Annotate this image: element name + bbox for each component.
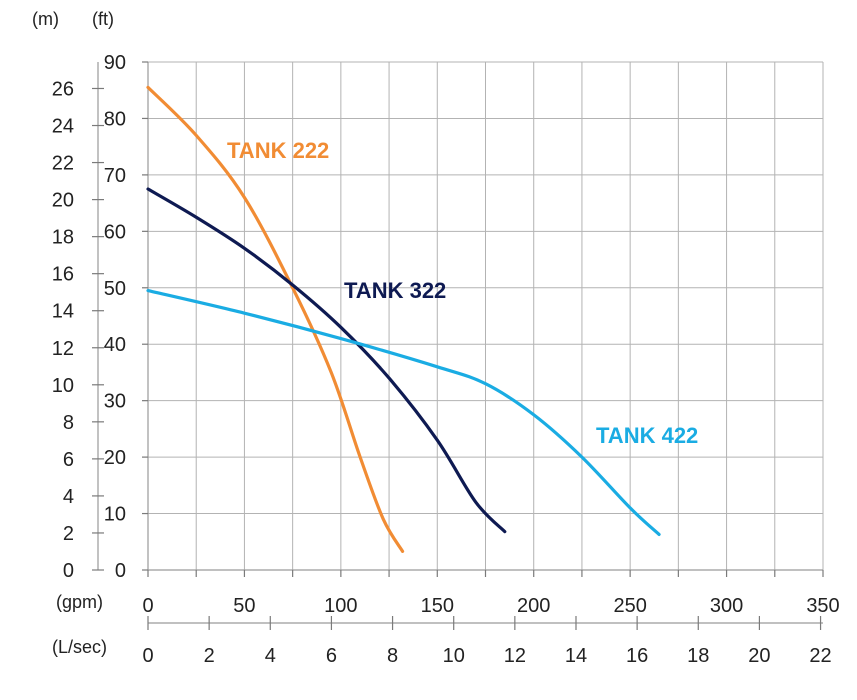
- y-tick-label-feet: 0: [115, 560, 126, 582]
- x-tick-label-lsec: 8: [387, 645, 398, 667]
- x-tick-label-gpm: 100: [324, 595, 357, 617]
- x-tick-label-gpm: 150: [421, 595, 454, 617]
- y-tick-label-feet: 80: [104, 108, 126, 130]
- y-tick-label-meters: 26: [52, 78, 74, 100]
- x-tick-label-lsec: 4: [265, 645, 276, 667]
- x-tick-label-lsec: 0: [142, 645, 153, 667]
- lsec-unit-label: (L/sec): [52, 637, 107, 657]
- series-line-tank-422: [146, 289, 661, 537]
- series-lines: [146, 85, 661, 553]
- x-tick-label-lsec: 16: [626, 645, 648, 667]
- y-tick-label-meters: 12: [52, 338, 74, 360]
- y-tick-label-feet: 70: [104, 165, 126, 187]
- y-tick-label-meters: 20: [52, 190, 74, 212]
- series-label-tank-422: TANK 422: [596, 423, 698, 448]
- feet-unit-label: (ft): [92, 9, 114, 29]
- y-tick-label-meters: 22: [52, 153, 74, 175]
- y-tick-label-meters: 16: [52, 264, 74, 286]
- y-axis-feet-ticks: 0 10 20 30 40 50 60 70 80 90: [104, 52, 148, 582]
- x-tick-label-gpm: 350: [806, 595, 839, 617]
- y-tick-label-meters: 14: [52, 301, 74, 323]
- y-tick-label-meters: 10: [52, 375, 74, 397]
- y-tick-label-meters: 2: [63, 523, 74, 545]
- x-tick-label-lsec: 22: [809, 645, 831, 667]
- y-tick-label-meters: 0: [63, 560, 74, 582]
- x-axis-lsec-ticks: 0 2 4 6 8 10 12 14 16 18 20 22: [142, 616, 832, 667]
- meters-unit-label: (m): [32, 9, 59, 29]
- series-labels: TANK 222 TANK 322 TANK 422: [227, 138, 698, 448]
- y-tick-label-feet: 20: [104, 447, 126, 469]
- x-tick-label-gpm: 300: [710, 595, 743, 617]
- x-tick-label-gpm: 50: [233, 595, 255, 617]
- series-line-tank-322: [146, 187, 507, 534]
- y-tick-label-meters: 8: [63, 412, 74, 434]
- y-tick-label-meters: 24: [52, 116, 74, 138]
- x-tick-label-lsec: 20: [748, 645, 770, 667]
- x-tick-label-gpm: 0: [142, 595, 153, 617]
- x-tick-label-lsec: 6: [326, 645, 337, 667]
- y-tick-label-feet: 50: [104, 278, 126, 300]
- series-label-tank-222: TANK 222: [227, 138, 329, 163]
- x-axis-gpm-ticks: 0 50 100 150 200 250 300 350: [142, 570, 840, 617]
- x-tick-label-gpm: 250: [613, 595, 646, 617]
- x-tick-label-lsec: 14: [565, 645, 587, 667]
- y-tick-label-feet: 10: [104, 504, 126, 526]
- y-tick-label-feet: 30: [104, 391, 126, 413]
- series-line-tank-222: [146, 85, 405, 553]
- grid-lines: [148, 61, 824, 570]
- x-tick-label-lsec: 10: [443, 645, 465, 667]
- y-tick-label-meters: 4: [63, 486, 74, 508]
- x-tick-label-lsec: 2: [204, 645, 215, 667]
- y-tick-label-feet: 40: [104, 334, 126, 356]
- series-label-tank-322: TANK 322: [344, 278, 446, 303]
- x-tick-label-lsec: 18: [687, 645, 709, 667]
- x-tick-label-lsec: 12: [504, 645, 526, 667]
- y-tick-label-meters: 18: [52, 227, 74, 249]
- y-tick-label-feet: 90: [104, 52, 126, 74]
- y-tick-label-meters: 6: [63, 449, 74, 471]
- x-tick-label-gpm: 200: [517, 595, 550, 617]
- y-tick-label-feet: 60: [104, 221, 126, 243]
- gpm-unit-label: (gpm): [56, 592, 103, 612]
